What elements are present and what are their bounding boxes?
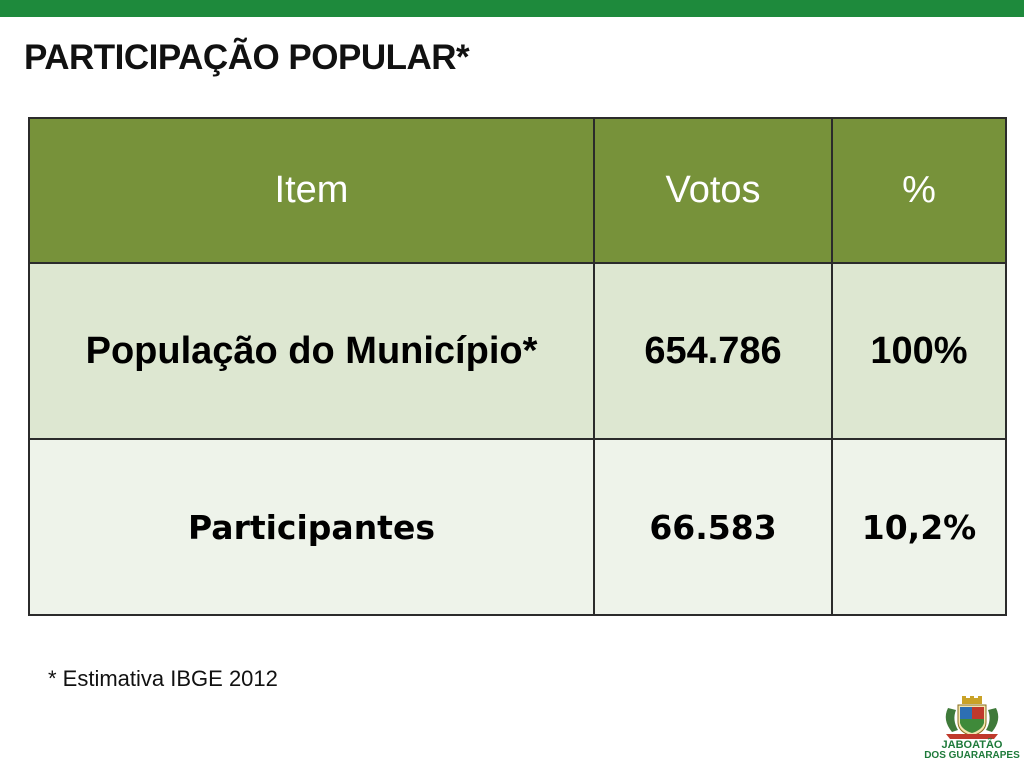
- top-accent-bar: [0, 0, 1024, 17]
- table-header-row: Item Votos %: [28, 117, 1007, 264]
- table-row: Participantes 66.583 10,2%: [28, 438, 1007, 616]
- participation-table: Item Votos % População do Município* 654…: [28, 117, 1007, 616]
- slide-title: PARTICIPAÇÃO POPULAR*: [24, 38, 470, 77]
- municipality-logo: JABOATÃO DOS GUARARAPES: [924, 696, 1020, 762]
- logo-text-line2: DOS GUARARAPES: [924, 750, 1020, 761]
- column-header-item: Item: [28, 117, 595, 264]
- cell-percent: 100%: [831, 262, 1007, 440]
- column-header-votos: Votos: [593, 117, 833, 264]
- cell-votos: 66.583: [593, 438, 833, 616]
- logo-text-line1: JABOATÃO: [941, 739, 1003, 751]
- cell-item: População do Município*: [28, 262, 595, 440]
- footnote: * Estimativa IBGE 2012: [48, 666, 278, 691]
- cell-votos: 654.786: [593, 262, 833, 440]
- cell-item: Participantes: [28, 438, 595, 616]
- cell-percent: 10,2%: [831, 438, 1007, 616]
- coat-of-arms-icon: [945, 696, 999, 739]
- table-row: População do Município* 654.786 100%: [28, 262, 1007, 440]
- column-header-percent: %: [831, 117, 1007, 264]
